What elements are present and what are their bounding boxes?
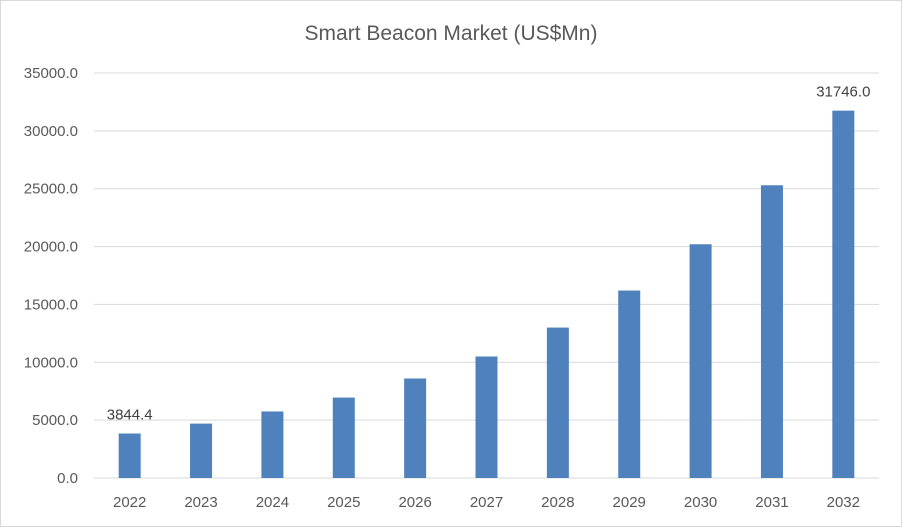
bar-2024 bbox=[261, 411, 284, 478]
y-tick-label: 25000.0 bbox=[24, 181, 78, 198]
bar-2026 bbox=[404, 378, 427, 478]
bar-2030 bbox=[689, 244, 712, 478]
y-tick-label: 5000.0 bbox=[32, 412, 78, 429]
x-tick-label: 2028 bbox=[541, 494, 574, 511]
x-tick-label: 2031 bbox=[755, 494, 788, 511]
data-labels: 3844.4 31746.0 bbox=[107, 84, 871, 424]
y-tick-label: 35000.0 bbox=[24, 65, 78, 82]
x-tick-label: 2024 bbox=[256, 494, 289, 511]
y-tick-label: 20000.0 bbox=[24, 239, 78, 256]
x-tick-label: 2030 bbox=[684, 494, 717, 511]
x-tick-label: 2029 bbox=[613, 494, 646, 511]
data-label-2032: 31746.0 bbox=[816, 84, 870, 101]
x-tick-label: 2032 bbox=[827, 494, 860, 511]
x-tick-label: 2025 bbox=[327, 494, 360, 511]
x-tick-label: 2022 bbox=[113, 494, 146, 511]
x-tick-label: 2027 bbox=[470, 494, 503, 511]
bar-2028 bbox=[546, 327, 569, 478]
bar-2022 bbox=[118, 433, 141, 478]
bar-2032 bbox=[832, 110, 855, 478]
data-label-2022: 3844.4 bbox=[107, 407, 153, 424]
bar-2025 bbox=[332, 397, 355, 478]
chart-title: Smart Beacon Market (US$Mn) bbox=[305, 22, 598, 45]
bar-2031 bbox=[760, 185, 783, 478]
x-axis-tick-labels: 2022 2023 2024 2025 2026 2027 2028 2029 2030 2031… bbox=[113, 494, 860, 511]
y-tick-label: 30000.0 bbox=[24, 123, 78, 140]
y-tick-label: 15000.0 bbox=[24, 296, 78, 313]
bar-2027 bbox=[475, 356, 498, 478]
bars bbox=[118, 110, 855, 478]
y-tick-label: 0.0 bbox=[57, 470, 78, 487]
bar-2023 bbox=[190, 423, 213, 478]
x-tick-label: 2026 bbox=[398, 494, 431, 511]
y-axis-tick-labels: 0.0 5000.0 10000.0 15000.0 20000.0 25000.0 300… bbox=[24, 65, 78, 487]
bar-2029 bbox=[618, 290, 641, 478]
y-tick-label: 10000.0 bbox=[24, 354, 78, 371]
x-tick-label: 2023 bbox=[184, 494, 217, 511]
